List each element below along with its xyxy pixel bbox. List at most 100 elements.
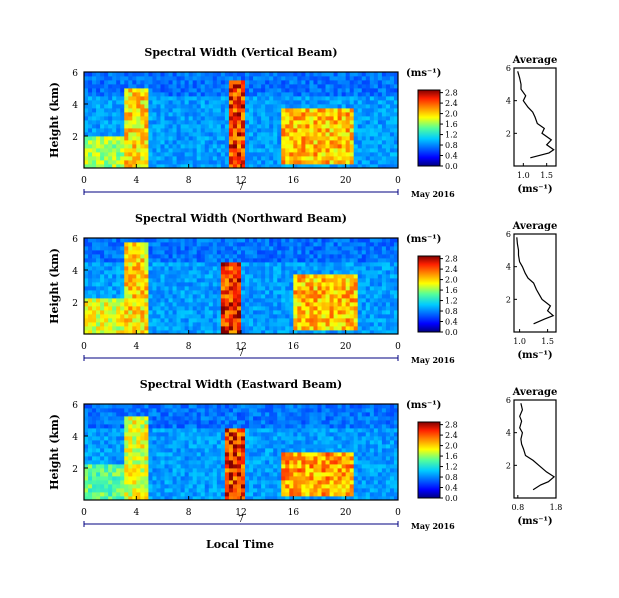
heatmap-cell	[297, 128, 302, 133]
heatmap-cell	[269, 492, 274, 497]
heatmap-cell	[301, 298, 306, 303]
heatmap-cell	[208, 266, 214, 271]
heatmap-cell	[325, 246, 330, 251]
heatmap-cell	[353, 274, 359, 279]
heatmap-cell	[92, 416, 97, 421]
heatmap-cell	[333, 318, 339, 323]
heatmap-cell	[277, 80, 282, 85]
heatmap-cell	[369, 104, 375, 109]
heatmap-cell	[321, 92, 326, 97]
heatmap-cell	[341, 132, 347, 137]
heatmap-cell	[224, 492, 230, 497]
heatmap-cell	[116, 326, 121, 331]
heatmap-cell	[297, 318, 302, 323]
heatmap-cell	[168, 104, 173, 109]
heatmap-cell	[265, 104, 270, 109]
heatmap-cell	[333, 306, 339, 311]
heatmap-cell	[180, 238, 186, 243]
heatmap-cell	[337, 282, 343, 287]
heatmap-cell	[385, 108, 391, 113]
heatmap-cell	[132, 84, 137, 89]
heatmap-cell	[341, 246, 347, 251]
heatmap-cell	[253, 286, 258, 291]
heatmap-cell	[200, 408, 206, 413]
heatmap-cell	[325, 250, 330, 255]
heatmap-cell	[357, 112, 363, 117]
heatmap-cell	[289, 330, 294, 335]
heatmap-cell	[269, 480, 274, 485]
heatmap-cell	[148, 424, 153, 429]
heatmap-cell	[164, 314, 169, 319]
heatmap-cell	[192, 322, 198, 327]
heatmap-cell	[353, 246, 359, 251]
heatmap-cell	[200, 492, 206, 497]
heatmap-cell	[220, 84, 226, 89]
heatmap-cell	[293, 164, 298, 169]
heatmap-cell	[329, 298, 334, 303]
heatmap-cell	[164, 428, 169, 433]
heatmap-cell	[277, 290, 282, 295]
heatmap-cell	[108, 96, 113, 101]
heatmap-cell	[349, 144, 355, 149]
heatmap-cell	[100, 108, 105, 113]
heatmap-cell	[329, 318, 334, 323]
heatmap-cell	[180, 282, 186, 287]
heatmap-cell	[269, 148, 274, 153]
heatmap-cell	[341, 290, 347, 295]
heatmap-cell	[88, 428, 93, 433]
heatmap-cell	[253, 104, 258, 109]
heatmap-cell	[140, 302, 145, 307]
heatmap-cell	[124, 80, 129, 85]
heatmap-cell	[208, 140, 214, 145]
heatmap-cell	[184, 140, 190, 145]
heatmap-cell	[273, 112, 278, 117]
heatmap-cell	[124, 278, 129, 283]
heatmap-cell	[341, 140, 347, 145]
heatmap-cell	[188, 480, 194, 485]
heatmap-cell	[112, 270, 117, 275]
heatmap-cell	[212, 120, 218, 125]
heatmap-cell	[196, 440, 202, 445]
heatmap-cell	[92, 440, 97, 445]
heatmap-cell	[180, 242, 186, 247]
heatmap-cell	[220, 436, 226, 441]
heatmap-cell	[156, 266, 161, 271]
heatmap-cell	[96, 302, 101, 307]
heatmap-cell	[176, 448, 182, 453]
heatmap-cell	[357, 274, 363, 279]
heatmap-cell	[172, 404, 177, 409]
heatmap-cell	[176, 96, 182, 101]
heatmap-cell	[325, 96, 330, 101]
heatmap-cell	[341, 266, 347, 271]
heatmap-cell	[104, 112, 109, 117]
heatmap-cell	[104, 408, 109, 413]
heatmap-cell	[128, 318, 133, 323]
heatmap-cell	[172, 258, 177, 263]
heatmap-cell	[365, 140, 371, 145]
heatmap-cell	[112, 330, 117, 335]
heatmap-cell	[232, 314, 238, 319]
heatmap-cell	[172, 310, 177, 315]
heatmap-cell	[353, 72, 359, 77]
heatmap-cell	[257, 326, 262, 331]
heatmap-cell	[116, 242, 121, 247]
heatmap-cell	[309, 286, 314, 291]
heatmap-cell	[128, 270, 133, 275]
heatmap-cell	[317, 310, 322, 315]
heatmap-cell	[96, 420, 101, 425]
heatmap-cell	[377, 262, 383, 267]
heatmap-cell	[269, 412, 274, 417]
heatmap-cell	[377, 246, 383, 251]
heatmap-cell	[216, 460, 222, 465]
heatmap-cell	[321, 96, 326, 101]
heatmap-cell	[245, 322, 250, 327]
heatmap-cell	[204, 286, 210, 291]
heatmap-cell	[180, 72, 186, 77]
heatmap-cell	[389, 258, 395, 263]
heatmap-cell	[253, 246, 258, 251]
heatmap-cell	[184, 76, 190, 81]
heatmap-cell	[257, 266, 262, 271]
heatmap-cell	[156, 464, 161, 469]
heatmap-cell	[265, 124, 270, 129]
heatmap-cell	[112, 76, 117, 81]
